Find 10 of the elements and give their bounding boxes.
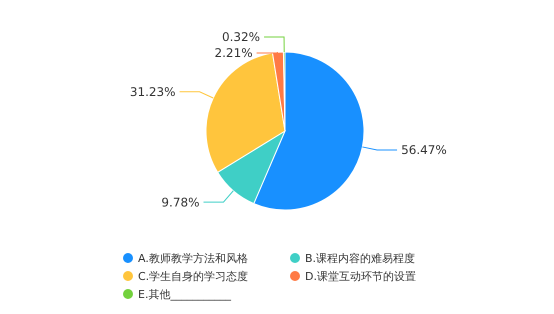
legend-label: B.课程内容的难易程度	[305, 252, 416, 265]
legend-label: D.课堂互动环节的设置	[305, 270, 416, 283]
legend-label: C.学生自身的学习态度	[138, 270, 248, 283]
data-label: 0.32%	[222, 30, 260, 44]
data-label: 9.78%	[161, 195, 200, 210]
legend-label: E.其他___________	[138, 288, 232, 301]
data-label: 31.23%	[130, 84, 176, 99]
legend-label: A.教师教学方法和风格	[138, 252, 248, 265]
data-label: 2.21%	[214, 46, 253, 60]
data-label: 56.47%	[401, 143, 447, 158]
